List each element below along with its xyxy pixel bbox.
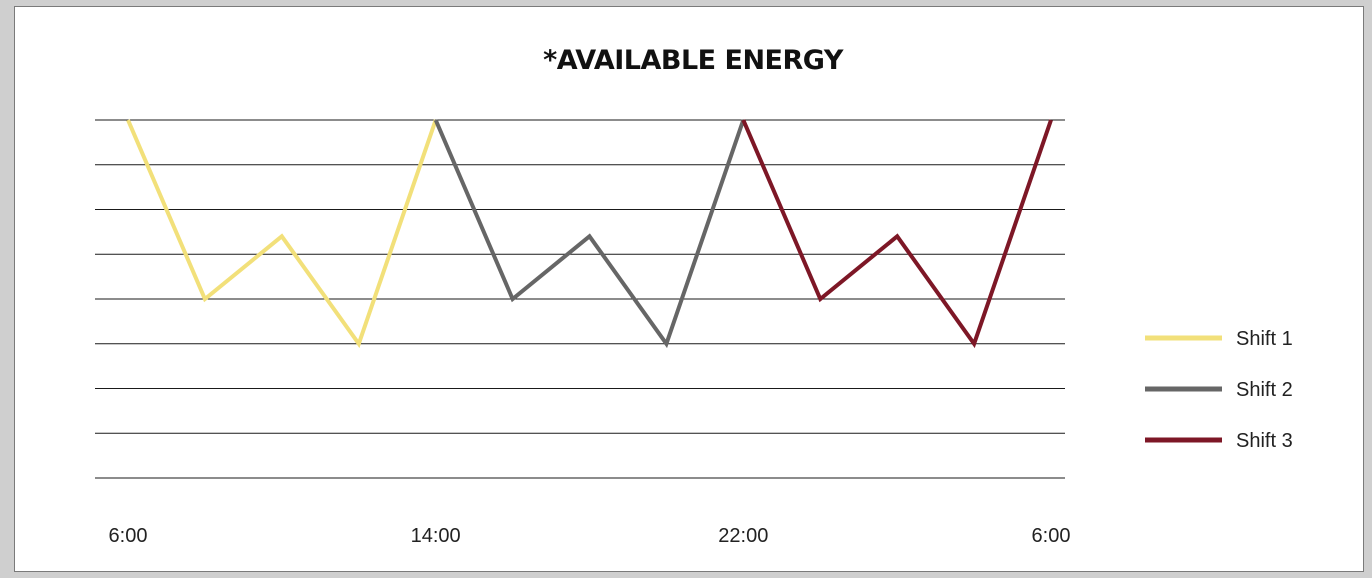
legend-label: Shift 2 <box>1236 379 1293 401</box>
x-tick-label: 6:00 <box>1032 525 1071 547</box>
chart-title: *Available Energy <box>543 45 844 76</box>
chart-card: *Available Energy 6:00 14:00 22:00 6:00 Shi… <box>14 6 1364 572</box>
x-tick-label: 14:00 <box>411 525 461 547</box>
x-tick-label: 6:00 <box>109 525 148 547</box>
legend-item: Shift 2 <box>1145 379 1293 401</box>
series-lines <box>126 119 1053 349</box>
x-tick-label: 22:00 <box>718 525 768 547</box>
line-chart: *Available Energy 6:00 14:00 22:00 6:00 Shi… <box>95 45 1293 547</box>
series-line-3 <box>741 119 1053 349</box>
legend-label: Shift 3 <box>1236 430 1293 452</box>
series-line-1 <box>126 119 438 349</box>
legend: Shift 1 Shift 2 Shift 3 <box>1145 328 1293 452</box>
legend-item: Shift 1 <box>1145 328 1293 350</box>
x-axis-ticks: 6:00 14:00 22:00 6:00 <box>109 525 1071 547</box>
gridlines <box>95 119 1065 479</box>
series-line-2 <box>433 119 746 349</box>
legend-item: Shift 3 <box>1145 430 1293 452</box>
legend-label: Shift 1 <box>1236 328 1293 350</box>
